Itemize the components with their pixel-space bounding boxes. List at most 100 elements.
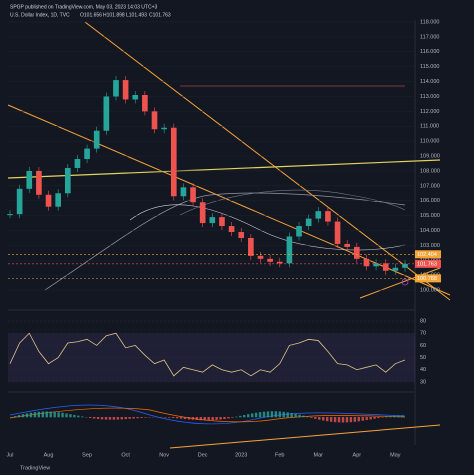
- macd-bar: [49, 411, 52, 418]
- x-tick-label: Mar: [314, 452, 324, 458]
- candle: [16, 188, 23, 215]
- candle: [305, 218, 312, 227]
- y-tick-label: 108.000: [420, 168, 440, 174]
- macd-bar: [175, 417, 179, 419]
- y-tick-label: 118.000: [420, 19, 439, 25]
- price-tag: [415, 274, 441, 283]
- x-tick-label: Nov: [159, 452, 169, 458]
- y-tick-label: 30: [420, 379, 426, 385]
- macd-bar: [65, 413, 68, 418]
- macd-histogram: [10, 411, 404, 423]
- candle: [180, 187, 187, 197]
- y-tick-label: 111.000: [420, 124, 439, 130]
- macd-bar: [140, 417, 143, 418]
- signal-line: [9, 407, 406, 423]
- macd-bar: [357, 417, 360, 422]
- macd-bar: [183, 417, 187, 420]
- ohlc-open: O101.656: [80, 12, 102, 18]
- moving-average: [129, 204, 406, 251]
- macd-bar: [318, 417, 321, 420]
- macd-bar: [116, 417, 120, 420]
- macd-bar: [401, 415, 404, 418]
- publisher: SPGP published on TradingView.com, May 0…: [10, 4, 157, 10]
- macd-bar: [349, 417, 353, 423]
- y-tick-label: 115.000: [420, 64, 439, 70]
- macd-bar: [326, 417, 329, 422]
- macd-line: [9, 404, 406, 425]
- macd-bar: [128, 417, 131, 419]
- candle: [199, 202, 206, 224]
- candle: [286, 236, 293, 264]
- y-tick-label: 106.000: [420, 198, 440, 204]
- macd-bar: [254, 412, 258, 418]
- candle: [257, 255, 264, 259]
- candle: [7, 214, 13, 216]
- candle: [276, 261, 283, 264]
- macd-bar: [250, 413, 254, 418]
- macd-bar: [53, 411, 56, 418]
- price-tag: [415, 250, 441, 259]
- candle: [325, 211, 331, 222]
- candle: [238, 232, 245, 238]
- horizontal-trend: [7, 159, 441, 179]
- macd-bar: [235, 416, 238, 418]
- x-tick-label: Aug: [44, 452, 54, 458]
- macd-bar: [223, 417, 226, 420]
- macd-bar: [322, 417, 325, 421]
- macd-bar: [25, 413, 29, 418]
- macd-bar: [124, 417, 127, 420]
- y-tick-label: 117.000: [420, 34, 439, 40]
- macd-bar: [329, 417, 333, 422]
- macd-bar: [266, 411, 270, 418]
- macd-trend: [169, 424, 441, 449]
- macd-bar: [144, 417, 147, 418]
- macd-bar: [361, 417, 364, 421]
- candle: [26, 170, 33, 189]
- x-tick-label: Oct: [121, 452, 130, 458]
- candle: [64, 167, 71, 194]
- macd-bar: [73, 414, 76, 418]
- footer-logo: TradingView: [20, 465, 50, 471]
- macd-bar: [179, 417, 183, 419]
- price-tag-label: 101.763: [417, 261, 437, 267]
- rsi-band: [8, 333, 415, 382]
- macd-bar: [278, 411, 281, 418]
- ohlc-low: L101.493: [126, 12, 147, 18]
- macd-bar: [89, 417, 92, 419]
- y-tick-label: 109.000: [420, 154, 440, 160]
- candle: [132, 94, 139, 100]
- macd-bar: [270, 411, 274, 418]
- macd-bar: [21, 414, 25, 418]
- macd-bar: [231, 417, 234, 418]
- candle: [402, 263, 408, 268]
- macd-bar: [385, 416, 388, 418]
- macd-bar: [247, 414, 250, 418]
- macd-bar: [314, 417, 317, 419]
- candle: [228, 226, 235, 233]
- macd-bar: [37, 411, 41, 418]
- macd-bar: [333, 417, 337, 423]
- macd-bar: [282, 411, 285, 418]
- macd-bar: [17, 415, 21, 418]
- macd-bar: [41, 411, 44, 418]
- candle: [315, 211, 322, 219]
- candle: [267, 258, 273, 262]
- x-tick-label: Dec: [198, 452, 208, 458]
- x-tick-label: Apr: [353, 452, 362, 458]
- macd-bar: [104, 417, 108, 420]
- candle: [84, 148, 90, 160]
- price-tag-label: 102.404: [417, 252, 437, 258]
- macd-bar: [195, 417, 199, 421]
- macd-bar: [77, 415, 80, 418]
- candle: [363, 258, 370, 267]
- macd-bar: [92, 417, 96, 419]
- macd-bar: [389, 416, 392, 418]
- macd-bar: [57, 412, 60, 418]
- macd-bar: [290, 412, 293, 418]
- candle: [45, 194, 52, 207]
- macd-bar: [341, 417, 345, 423]
- rsi-line: [9, 332, 406, 377]
- macd-bar: [96, 417, 100, 420]
- macd-bar: [393, 415, 396, 418]
